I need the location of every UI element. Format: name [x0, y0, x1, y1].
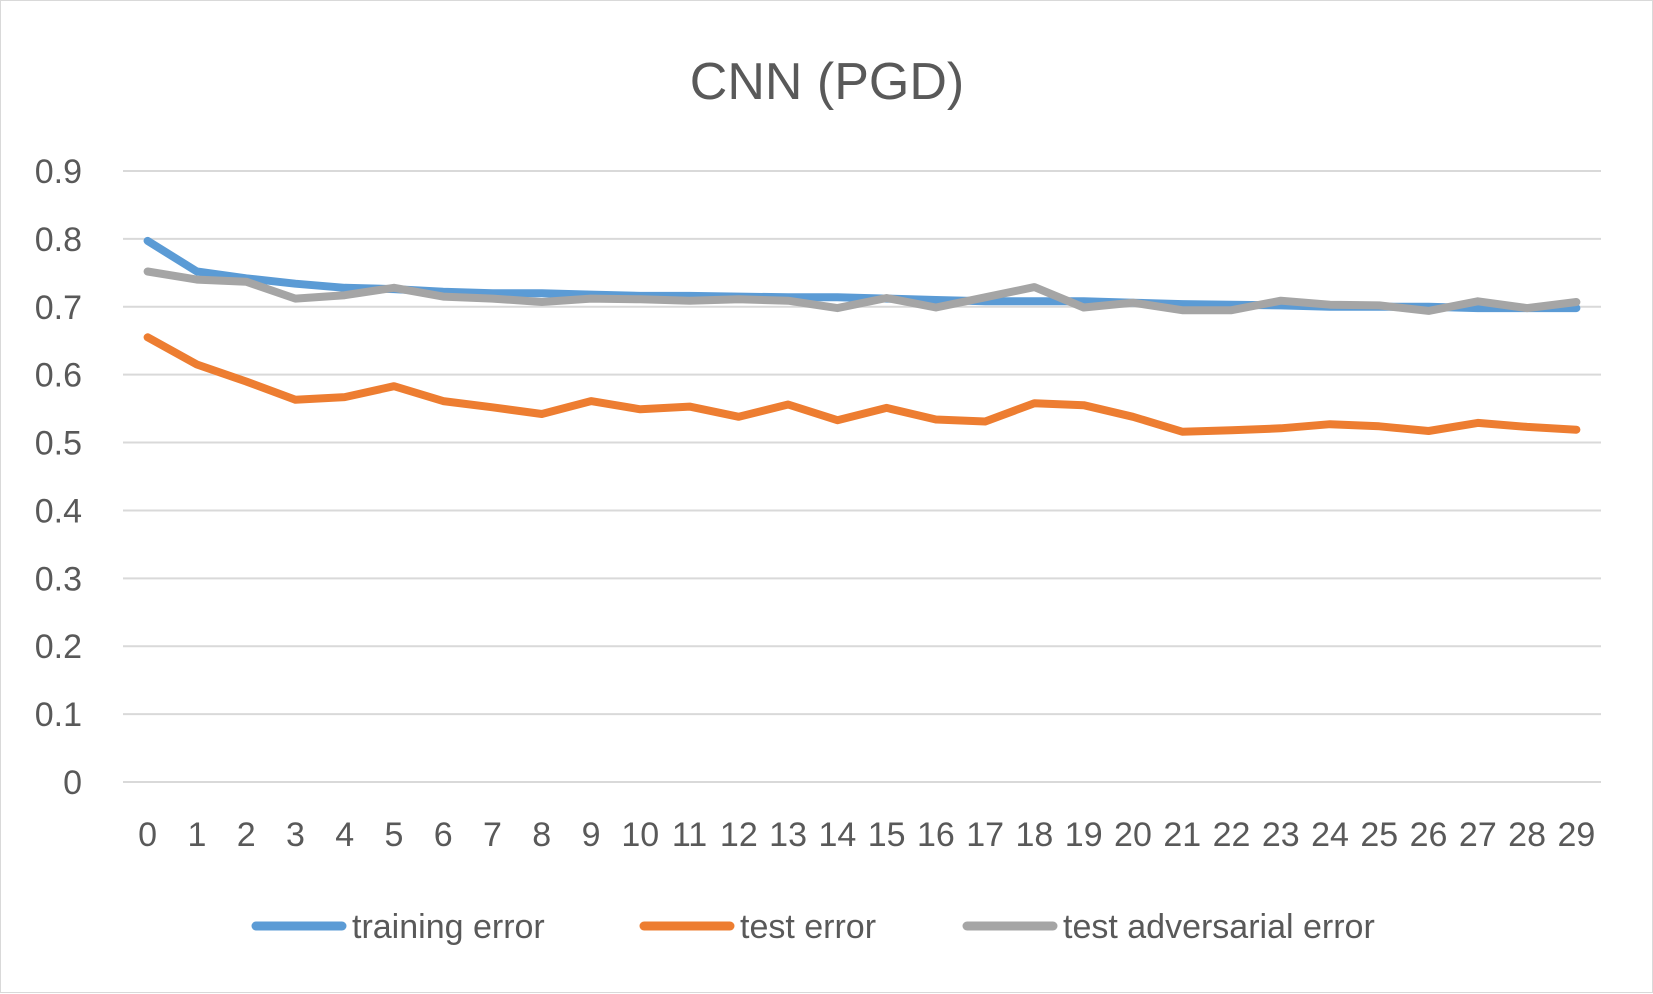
x-tick-label: 5	[385, 816, 404, 854]
y-tick-label: 0.7	[35, 289, 82, 327]
x-tick-label: 7	[483, 816, 502, 854]
y-tick-label: 0.4	[35, 492, 82, 530]
x-tick-label: 6	[434, 816, 453, 854]
x-tick-label: 2	[237, 816, 256, 854]
x-tick-label: 1	[187, 816, 206, 854]
x-tick-label: 11	[672, 816, 707, 854]
x-tick-label: 20	[1114, 816, 1152, 854]
y-tick-label: 0.6	[35, 357, 82, 395]
x-tick-label: 26	[1410, 816, 1448, 854]
legend-label: test error	[740, 908, 876, 946]
x-tick-label: 18	[1016, 816, 1054, 854]
y-tick-label: 0.2	[35, 628, 82, 666]
y-tick-label: 0.9	[35, 153, 82, 191]
series-line-test-error	[143, 333, 1581, 436]
x-tick-label: 25	[1360, 816, 1398, 854]
x-tick-label: 29	[1557, 816, 1595, 854]
y-tick-label: 0.8	[35, 221, 82, 259]
series-line-training-error	[143, 236, 1581, 313]
legend: training error test error test adversarial…	[251, 908, 1375, 946]
x-tick-label: 10	[621, 816, 659, 854]
y-axis-tick-labels: 0 0.1 0.2 0.3 0.4 0.5 0.6 0.7 0.8 0.9	[35, 153, 82, 802]
legend-label: test adversarial error	[1063, 908, 1375, 946]
legend-label: training error	[352, 908, 545, 946]
y-tick-label: 0.1	[35, 696, 82, 734]
series-line-test-adversarial-error	[143, 267, 1581, 315]
x-tick-label: 23	[1262, 816, 1300, 854]
x-tick-label: 27	[1459, 816, 1497, 854]
series-lines	[143, 236, 1581, 436]
x-tick-label: 13	[769, 816, 807, 854]
x-tick-label: 4	[335, 816, 354, 854]
x-tick-label: 3	[286, 816, 305, 854]
y-tick-label: 0.3	[35, 560, 82, 598]
y-tick-label: 0	[63, 764, 82, 802]
x-tick-label: 12	[720, 816, 758, 854]
x-tick-label: 8	[532, 816, 551, 854]
y-tick-label: 0.5	[35, 425, 82, 463]
x-tick-label: 9	[582, 816, 601, 854]
x-axis-tick-labels: 0 1 2 3 4 5 6 7 8 9 10 11 12 13 14 15 16 17 18 19 20 21 22 23 24…	[138, 816, 1595, 854]
x-tick-label: 19	[1065, 816, 1103, 854]
x-tick-label: 28	[1508, 816, 1546, 854]
gridlines	[123, 170, 1601, 783]
chart-title: CNN (PGD)	[690, 53, 964, 111]
x-tick-label: 17	[966, 816, 1004, 854]
x-tick-label: 21	[1163, 816, 1201, 854]
x-tick-label: 24	[1311, 816, 1349, 854]
x-tick-label: 14	[818, 816, 856, 854]
x-tick-label: 15	[868, 816, 906, 854]
x-tick-label: 16	[917, 816, 955, 854]
x-tick-label: 22	[1213, 816, 1251, 854]
x-tick-label: 0	[138, 816, 157, 854]
